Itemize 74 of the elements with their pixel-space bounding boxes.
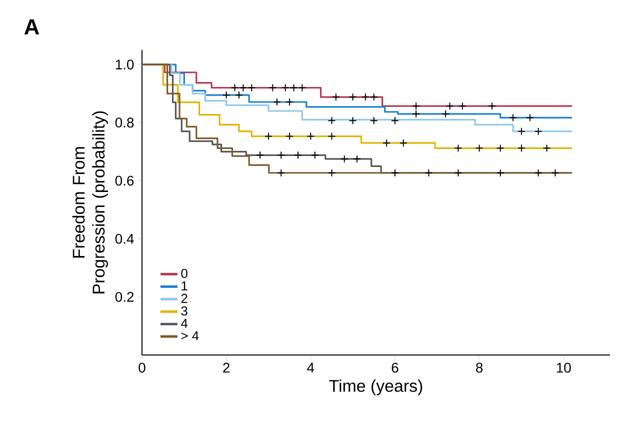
point xyxy=(488,102,496,110)
point xyxy=(517,127,526,136)
point xyxy=(370,116,378,125)
point xyxy=(442,110,450,118)
legend-label: > 4 xyxy=(181,331,199,340)
point xyxy=(412,102,420,110)
x-tick-label: 10 xyxy=(556,362,571,373)
point xyxy=(239,84,248,92)
point xyxy=(340,154,348,163)
x-tick-label: 2 xyxy=(223,362,230,373)
point xyxy=(306,132,315,140)
point xyxy=(348,116,357,125)
y-tick-label: 0.4 xyxy=(115,234,134,244)
point xyxy=(248,84,256,92)
point xyxy=(268,84,277,92)
point xyxy=(454,168,462,177)
point xyxy=(332,93,340,102)
x-axis-title: Time (years) xyxy=(329,379,422,396)
point xyxy=(496,168,504,177)
y-tick-label: 0.2 xyxy=(115,292,134,302)
y-tick-label: 1.0 xyxy=(116,60,134,70)
point xyxy=(294,151,302,160)
legend-label: 2 xyxy=(181,294,188,303)
point xyxy=(286,98,294,106)
point xyxy=(281,84,290,92)
y-tick-label: 0.8 xyxy=(115,118,134,128)
point xyxy=(230,84,239,92)
x-tick-label: 8 xyxy=(476,362,483,373)
point xyxy=(277,168,286,177)
point xyxy=(353,154,362,163)
point xyxy=(458,102,466,110)
point xyxy=(424,168,433,177)
point xyxy=(264,132,272,140)
point xyxy=(446,102,454,110)
x-tick-label: 6 xyxy=(392,362,398,373)
point xyxy=(361,93,370,102)
point xyxy=(542,144,551,152)
y-tick-label: 0.6 xyxy=(115,176,134,186)
point xyxy=(390,168,399,177)
legend-label: 1 xyxy=(182,281,188,290)
point xyxy=(277,151,286,160)
point xyxy=(234,91,243,100)
point xyxy=(328,168,336,177)
x-tick-label: 0 xyxy=(138,362,146,373)
point xyxy=(534,127,542,136)
point xyxy=(370,93,378,102)
x-tick-label: 4 xyxy=(307,362,314,372)
point xyxy=(526,114,534,122)
point xyxy=(390,116,399,125)
point xyxy=(222,91,230,100)
point xyxy=(517,144,526,152)
point xyxy=(328,116,336,125)
y-axis-title: Freedom From Progression (probability) xyxy=(72,111,108,294)
point xyxy=(534,168,542,177)
point xyxy=(496,144,504,152)
point xyxy=(551,168,560,177)
legend-label: 4 xyxy=(181,318,188,328)
chart-title: A xyxy=(24,19,40,34)
legend-label: 0 xyxy=(181,268,188,278)
point xyxy=(348,93,357,102)
point xyxy=(412,110,420,118)
point xyxy=(286,132,294,140)
point xyxy=(272,98,281,106)
legend-label: 3 xyxy=(181,306,188,316)
point xyxy=(509,114,518,122)
point xyxy=(290,84,298,92)
point xyxy=(475,144,484,152)
point xyxy=(310,151,319,160)
point xyxy=(256,151,264,160)
point xyxy=(399,138,408,147)
point xyxy=(382,138,391,147)
point xyxy=(298,84,306,92)
point xyxy=(454,144,462,152)
point xyxy=(328,132,336,140)
